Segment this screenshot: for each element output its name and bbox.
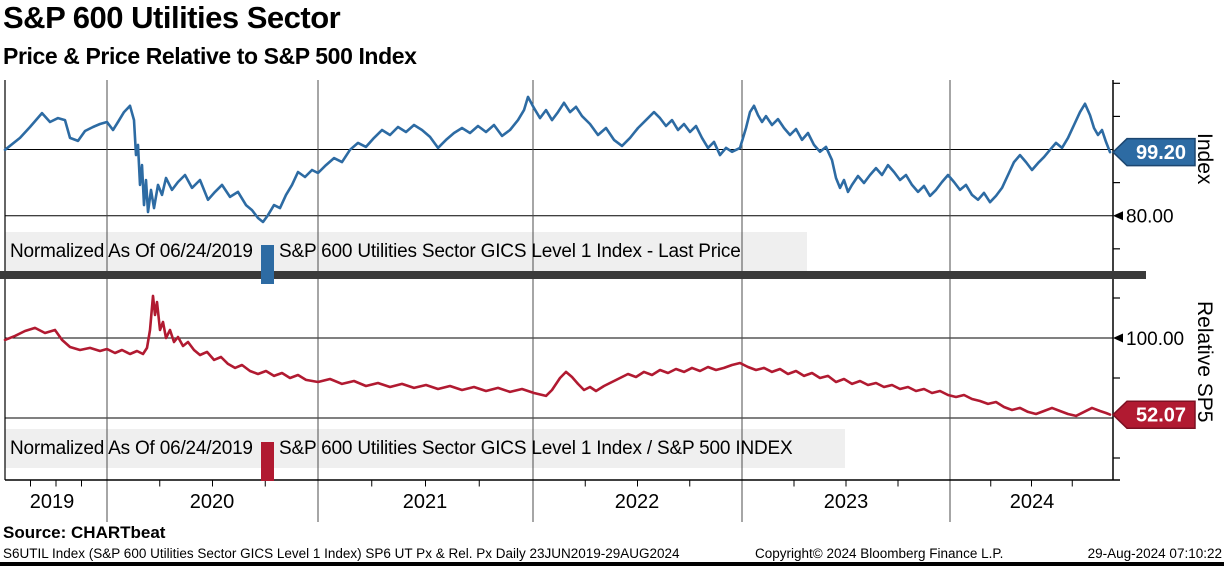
- chart-subtitle: Price & Price Relative to S&P 500 Index: [3, 43, 417, 69]
- x-axis-year-label: 2023: [823, 491, 869, 513]
- chart-title: S&P 600 Utilities Sector: [3, 0, 341, 35]
- last-price-badge-label: 52.07: [1136, 405, 1186, 427]
- legend-normalized-note: Normalized As Of 06/24/2019: [10, 438, 253, 459]
- legend-series-label: S&P 600 Utilities Sector GICS Level 1 In…: [279, 438, 793, 459]
- footer-timestamp: 29-Aug-2024 07:10:22: [1087, 546, 1222, 561]
- legend-price-relative[interactable]: Normalized As Of 06/24/2019 S&P 600 Util…: [0, 429, 1100, 481]
- axis-title-relative-sp5: Relative SP5: [1193, 301, 1216, 423]
- panel-separator-bar: [0, 271, 1146, 279]
- last-price-badge-price[interactable]: [1111, 137, 1196, 167]
- legend-background: [5, 429, 845, 468]
- axis-title-index: Index: [1193, 133, 1216, 185]
- x-axis-year-label: 2019: [29, 491, 75, 513]
- series-color-swatch-red: [261, 442, 274, 481]
- x-axis-year-label: 2020: [189, 491, 235, 513]
- y-axis-tick-label: 80.00: [1126, 207, 1174, 228]
- y-axis-tick-arrow: [1113, 211, 1123, 221]
- source-line: Source: CHARTbeat: [3, 523, 166, 542]
- last-price-badge-relative[interactable]: [1111, 400, 1196, 429]
- footer-security-description: S6UTIL Index (S&P 600 Utilities Sector G…: [3, 546, 680, 561]
- legend-background: [5, 232, 807, 271]
- x-axis-year-label: 2021: [402, 491, 448, 513]
- legend-price[interactable]: Normalized As Of 06/24/2019 S&P 600 Util…: [0, 232, 1100, 284]
- legend-normalized-note: Normalized As Of 06/24/2019: [10, 241, 253, 262]
- series-line-price[interactable]: [3, 95, 1112, 224]
- last-price-badge-label: 99.20: [1136, 142, 1186, 164]
- x-axis-year-label: 2022: [614, 491, 660, 513]
- y-axis-tick-label: 100.00: [1126, 329, 1184, 350]
- y-axis-tick-arrow: [1113, 333, 1123, 343]
- footer-copyright: Copyright© 2024 Bloomberg Finance L.P.: [755, 546, 1004, 561]
- series-color-swatch-blue: [261, 245, 274, 284]
- legend-series-label: S&P 600 Utilities Sector GICS Level 1 In…: [279, 241, 741, 262]
- series-line-price-relative[interactable]: [3, 294, 1112, 418]
- x-axis-year-label: 2024: [1009, 491, 1055, 513]
- terminal-bottom-bar: [0, 562, 1224, 566]
